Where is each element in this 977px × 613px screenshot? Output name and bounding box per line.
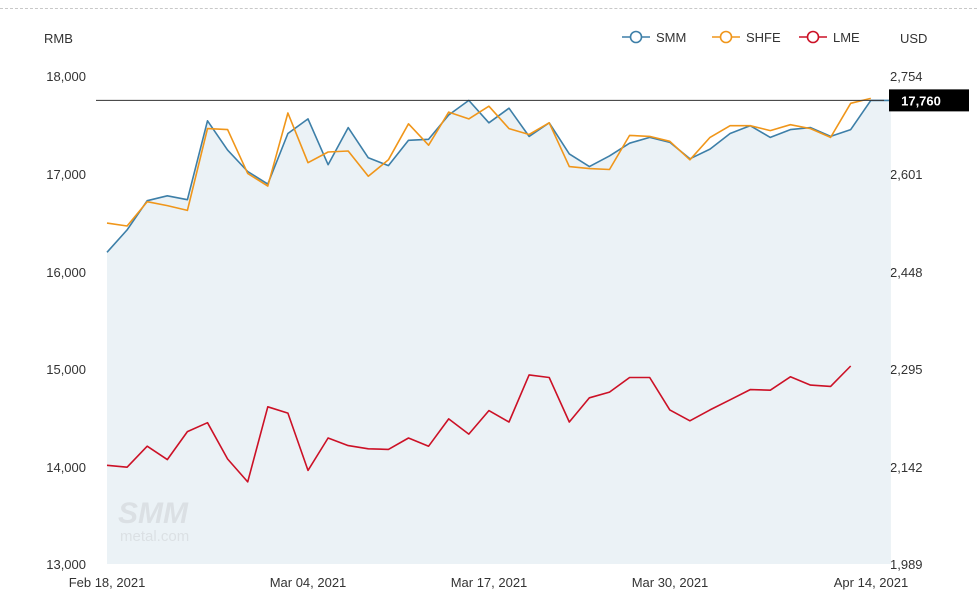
lme-series-line: [106, 365, 852, 483]
svg-text:metal.com: metal.com: [120, 528, 189, 545]
x-tick-label: Apr 14, 2021: [834, 575, 908, 590]
right-tick-label: 2,601: [890, 167, 923, 182]
legend-label-shfe: SHFE: [746, 30, 781, 45]
smm-series-line: [106, 99, 891, 253]
legend-marker-shfe: [719, 30, 733, 44]
legend-marker-lme: [806, 30, 820, 44]
right-axis-unit: USD: [900, 31, 927, 46]
left-tick-label: 17,000: [46, 167, 86, 182]
left-axis-unit: RMB: [44, 31, 73, 46]
right-tick-label: 2,295: [890, 362, 923, 377]
legend-label-lme: LME: [833, 30, 860, 45]
left-tick-label: 16,000: [46, 265, 86, 280]
x-tick-label: Mar 17, 2021: [451, 575, 528, 590]
x-tick-label: Feb 18, 2021: [69, 575, 146, 590]
left-tick-label: 14,000: [46, 460, 86, 475]
legend-marker-smm: [629, 30, 643, 44]
right-tick-label: 2,448: [890, 265, 923, 280]
right-tick-label: 1,989: [890, 557, 923, 572]
left-axis: 18,000 17,000 16,000 15,000 14,000 13,00…: [46, 69, 86, 572]
current-value-label: 17,760: [901, 93, 941, 108]
legend-item-lme[interactable]: LME: [799, 30, 860, 45]
top-dashed-divider: [0, 8, 977, 9]
right-tick-label: 2,142: [890, 460, 923, 475]
chart-legend: SMM SHFE LME: [622, 30, 860, 45]
shfe-series-line: [106, 97, 871, 227]
legend-item-shfe[interactable]: SHFE: [712, 30, 781, 45]
right-axis: 2,754 2,601 2,448 2,295 2,142 1,989: [890, 69, 923, 572]
legend-item-smm[interactable]: SMM: [622, 30, 686, 45]
smm-watermark-logo: SMM metal.com: [118, 497, 189, 545]
left-tick-label: 13,000: [46, 557, 86, 572]
x-tick-label: Mar 04, 2021: [270, 575, 347, 590]
right-tick-label: 2,754: [890, 69, 923, 84]
smm-area-fill: [107, 100, 891, 565]
legend-label-smm: SMM: [656, 30, 686, 45]
x-axis: Feb 18, 2021 Mar 04, 2021 Mar 17, 2021 M…: [69, 575, 909, 590]
svg-text:SMM: SMM: [118, 497, 189, 530]
left-tick-label: 15,000: [46, 362, 86, 377]
current-value-badge: 17,760: [889, 89, 969, 112]
x-tick-label: Mar 30, 2021: [632, 575, 709, 590]
left-tick-label: 18,000: [46, 69, 86, 84]
